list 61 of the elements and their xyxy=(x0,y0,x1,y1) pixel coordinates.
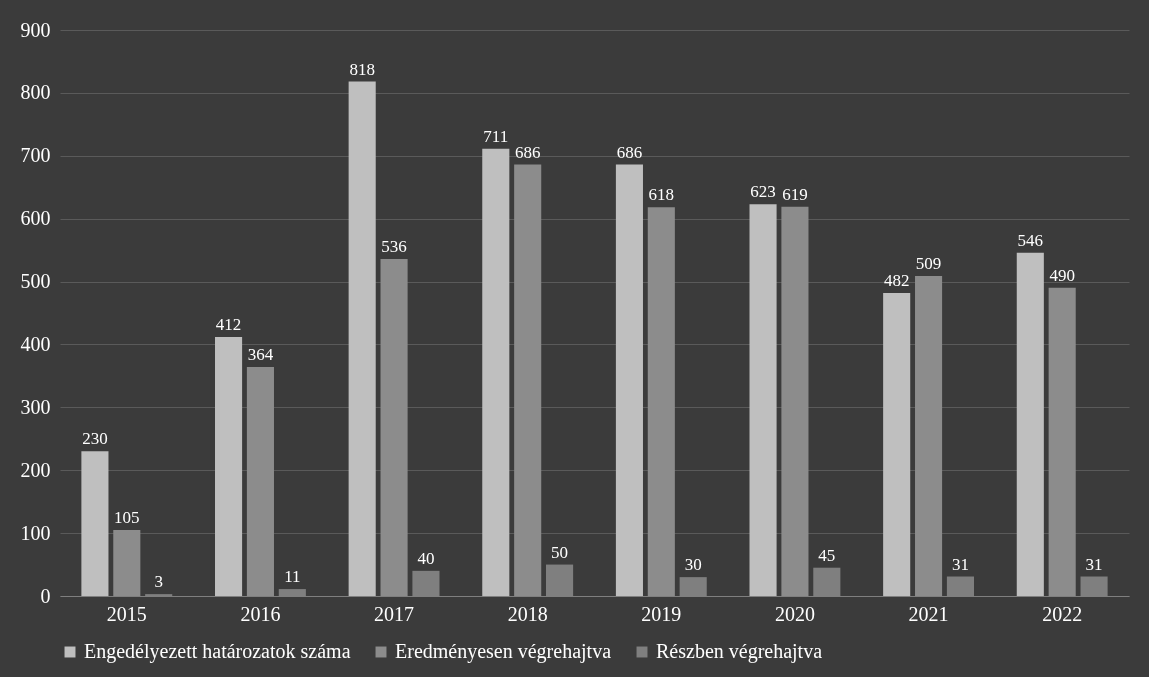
bar xyxy=(482,148,510,596)
data-label: 40 xyxy=(417,548,435,568)
y-tick-label: 100 xyxy=(20,521,51,544)
data-label: 509 xyxy=(915,253,942,273)
bar xyxy=(348,81,376,596)
legend-label: Eredményesen végrehajtva xyxy=(395,640,612,663)
bar xyxy=(514,164,542,596)
data-label: 105 xyxy=(114,507,140,527)
bar xyxy=(1048,287,1076,596)
x-tick-label: 2019 xyxy=(641,602,682,625)
y-tick-label: 900 xyxy=(20,18,51,41)
data-label: 31 xyxy=(1085,554,1103,574)
data-label: 686 xyxy=(514,142,541,162)
x-tick-label: 2022 xyxy=(1042,602,1083,625)
y-tick-label: 300 xyxy=(20,395,51,418)
bar xyxy=(113,529,141,596)
bar xyxy=(915,275,943,596)
data-label: 50 xyxy=(551,542,569,562)
bar xyxy=(380,258,408,596)
bar xyxy=(615,164,643,596)
data-label: 31 xyxy=(951,554,969,574)
x-tick-label: 2016 xyxy=(240,602,281,625)
legend-label: Részben végrehajtva xyxy=(656,640,823,663)
bar xyxy=(246,367,274,596)
data-label: 482 xyxy=(883,270,910,290)
y-tick-label: 600 xyxy=(20,207,51,230)
y-tick-label: 500 xyxy=(20,270,51,293)
bar xyxy=(749,204,777,596)
x-tick-label: 2018 xyxy=(507,602,548,625)
data-label: 45 xyxy=(818,545,836,565)
bar xyxy=(781,206,809,596)
data-label: 230 xyxy=(82,429,108,449)
data-label: 618 xyxy=(648,185,675,205)
data-label: 711 xyxy=(483,126,509,146)
y-tick-label: 400 xyxy=(20,332,51,355)
data-label: 11 xyxy=(284,567,301,587)
data-label: 619 xyxy=(782,184,808,204)
data-label: 490 xyxy=(1049,265,1075,285)
y-tick-label: 200 xyxy=(20,458,51,481)
bar xyxy=(883,292,911,596)
bar xyxy=(215,336,243,596)
legend-label: Engedélyezett határozatok száma xyxy=(84,640,351,663)
data-label: 686 xyxy=(616,142,643,162)
data-label: 364 xyxy=(247,345,274,365)
y-tick-label: 700 xyxy=(20,144,51,167)
bar xyxy=(1016,252,1044,596)
x-tick-label: 2020 xyxy=(774,602,815,625)
x-tick-label: 2021 xyxy=(908,602,949,625)
data-label: 818 xyxy=(349,59,375,79)
data-label: 30 xyxy=(684,555,702,575)
data-label: 3 xyxy=(154,572,163,592)
bar xyxy=(81,451,109,596)
data-label: 536 xyxy=(381,236,407,256)
y-tick-label: 800 xyxy=(20,81,51,104)
data-label: 623 xyxy=(750,182,776,202)
data-label: 546 xyxy=(1017,230,1044,250)
bar xyxy=(647,207,675,596)
y-tick-label: 0 xyxy=(40,584,51,607)
x-tick-label: 2015 xyxy=(106,602,147,625)
x-tick-label: 2017 xyxy=(374,602,415,625)
data-label: 412 xyxy=(215,314,242,334)
